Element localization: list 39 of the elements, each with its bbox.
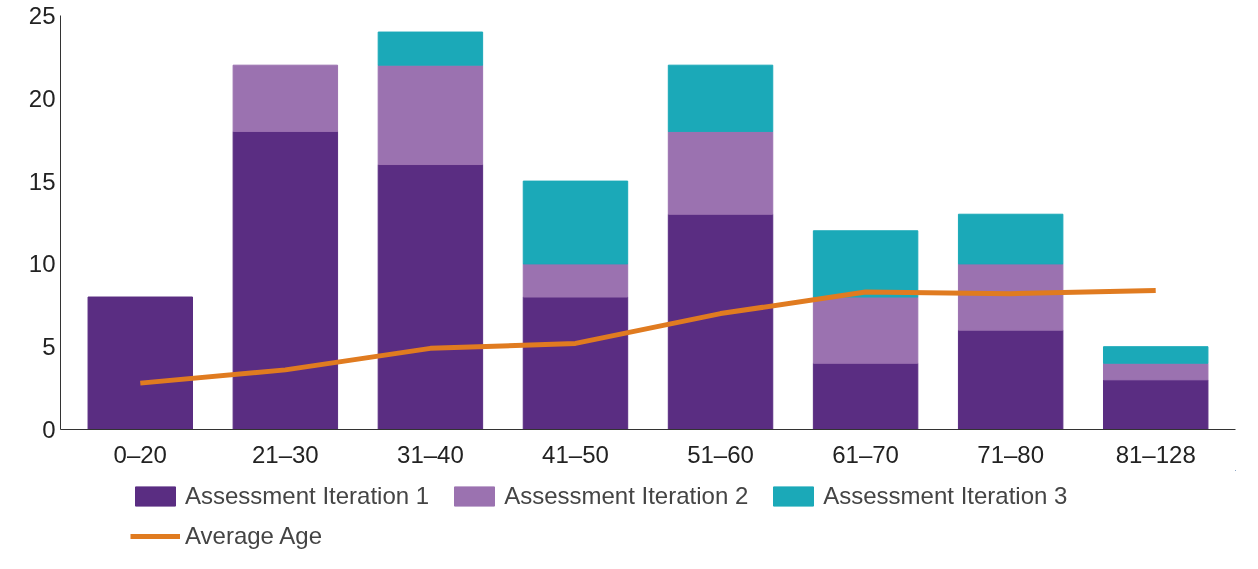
y-tick-label: 10 bbox=[28, 250, 56, 278]
y-tick-label: 5 bbox=[42, 333, 56, 361]
y-tick-label: 20 bbox=[28, 84, 56, 112]
bar bbox=[667, 64, 774, 132]
legend-label: Assessment Iteration 3 bbox=[823, 482, 1068, 510]
x-tick-label: 31–40 bbox=[397, 440, 464, 468]
x-tick-label: 81–128 bbox=[1115, 440, 1196, 468]
bar bbox=[522, 180, 629, 265]
bar bbox=[377, 64, 484, 166]
x-tick-label: 0–20 bbox=[113, 440, 167, 468]
legend-label: Assessment Iteration 2 bbox=[504, 482, 749, 510]
bar bbox=[812, 230, 919, 298]
bar bbox=[232, 64, 339, 132]
bar bbox=[87, 296, 194, 430]
bar bbox=[1102, 346, 1209, 364]
bar bbox=[1102, 379, 1209, 430]
bar bbox=[812, 362, 919, 430]
bar bbox=[957, 329, 1064, 430]
bar bbox=[1102, 362, 1209, 381]
bar bbox=[522, 263, 629, 298]
legend-label: Average Age bbox=[185, 522, 323, 550]
bar bbox=[522, 296, 629, 430]
x-tick-label: 41–50 bbox=[542, 440, 609, 468]
y-tick-label: 25 bbox=[28, 2, 56, 29]
y-tick-label: 0 bbox=[42, 416, 56, 443]
x-tick-label: 51–60 bbox=[687, 440, 754, 468]
x-tick-label: 21–30 bbox=[251, 440, 319, 468]
y-tick-label: 15 bbox=[28, 167, 56, 195]
bar bbox=[957, 213, 1064, 265]
bar bbox=[377, 164, 484, 430]
bar bbox=[232, 130, 339, 430]
bar bbox=[667, 213, 774, 430]
x-tick-label: 71–80 bbox=[977, 440, 1045, 468]
legend-label: Assessment Iteration 1 bbox=[185, 482, 430, 510]
x-tick-label: 61–70 bbox=[832, 440, 899, 468]
bar bbox=[667, 130, 774, 215]
bar bbox=[812, 296, 919, 364]
bar bbox=[377, 31, 484, 66]
bar bbox=[957, 263, 1064, 331]
